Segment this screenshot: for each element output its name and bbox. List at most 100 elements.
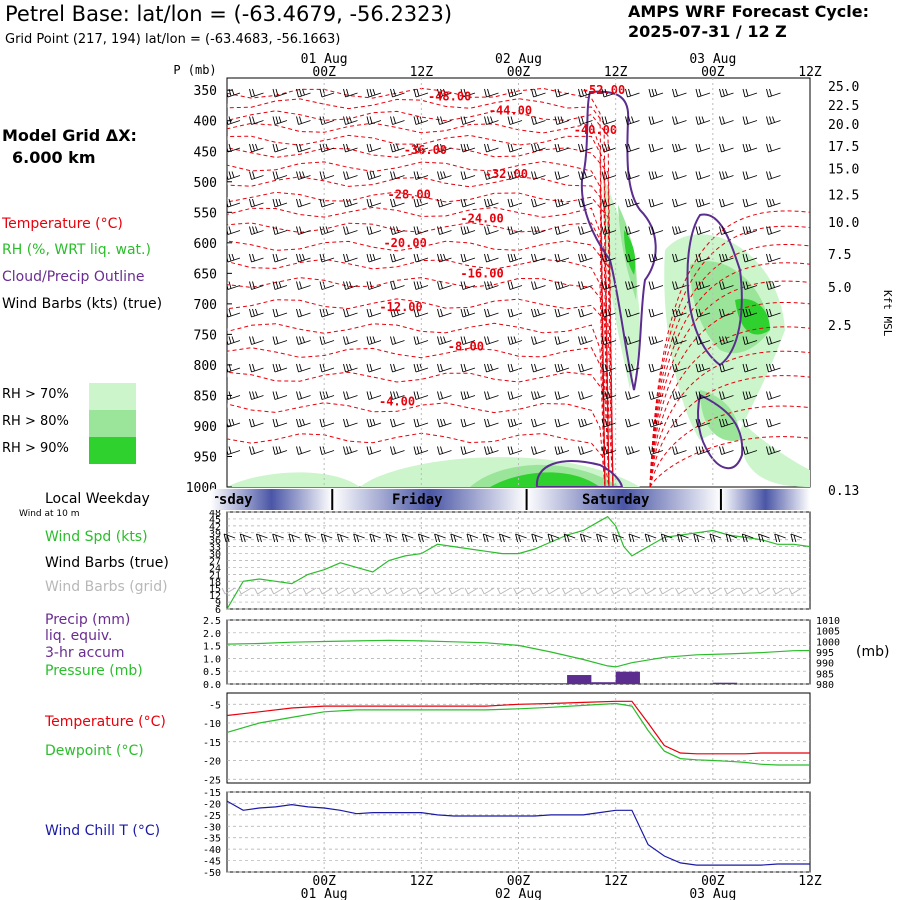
- wind-barb-icon: [390, 418, 405, 428]
- wind-barb-grid-icon: [383, 587, 398, 595]
- wind-barb-icon: [385, 533, 398, 543]
- wind-barb-icon: [554, 363, 570, 373]
- wind-barb-icon: [249, 418, 264, 428]
- wind-barb-icon: [484, 363, 499, 373]
- wind-barb-icon: [695, 171, 711, 180]
- wind-barb-icon: [554, 143, 570, 153]
- pressure-tick-label: 1000: [816, 637, 840, 648]
- wind-barb-icon: [249, 116, 264, 125]
- wind-barb-icon: [249, 281, 264, 290]
- pressure-tick-label: 650: [194, 267, 217, 282]
- wind-barb-icon: [343, 391, 358, 400]
- bottom-date-label: 03 Aug: [689, 887, 736, 900]
- wind-barb-grid-icon: [270, 587, 284, 595]
- panel-ytick-label: -25: [203, 811, 221, 822]
- wind-barb-icon: [625, 336, 640, 345]
- panel-ytick-label: 18: [209, 577, 221, 588]
- top-date-label: 01 Aug: [301, 52, 348, 67]
- weekday-segment: [332, 489, 527, 510]
- wind-barb-icon: [507, 308, 523, 318]
- wind-barb-icon: [515, 533, 527, 543]
- wind-barb-icon: [766, 143, 781, 153]
- wind-barb-icon: [742, 391, 758, 400]
- wind-barb-icon: [648, 171, 664, 180]
- precip-bar: [542, 683, 568, 684]
- wind-barb-icon: [390, 446, 405, 455]
- wind-barb-icon: [507, 226, 523, 235]
- wind-barb-icon: [672, 391, 687, 400]
- rh-shading: [735, 298, 770, 335]
- wind-barb-icon: [296, 226, 311, 235]
- wind-barb-icon: [766, 308, 781, 318]
- pressure-unit: (mb): [856, 644, 890, 660]
- dewpoint-panel-label: Dewpoint (°C): [45, 743, 144, 759]
- isotherm-line: [227, 206, 606, 487]
- weekday-name: Saturday: [582, 492, 650, 508]
- isotherm-label: -24.00: [460, 211, 503, 225]
- isotherm-line: [649, 210, 810, 487]
- wind-barb-icon: [625, 253, 640, 263]
- wind-barb-icon: [296, 88, 311, 98]
- wind-barb-icon: [578, 418, 593, 428]
- isotherm-line: [227, 122, 606, 487]
- wind-barb-icon: [695, 446, 711, 455]
- wind-barb-icon: [296, 171, 311, 180]
- panel-ytick-label: -35: [203, 834, 221, 845]
- wind-barbs-grid-label: Wind Barbs (grid): [45, 579, 168, 595]
- wind-chill-line: [226, 800, 810, 866]
- wind-barb-icon: [366, 336, 382, 345]
- wind-barb-grid-icon: [432, 587, 446, 595]
- wind-barb-icon: [484, 446, 499, 455]
- wind-barb-icon: [507, 281, 523, 290]
- precip-bar: [615, 671, 640, 684]
- wind-barb-icon: [434, 533, 446, 543]
- legend-rh90-swatch: [89, 437, 136, 464]
- panel-ytick-label: 15: [209, 584, 221, 595]
- wind-barb-icon: [320, 533, 333, 543]
- legend-temperature: Temperature (°C): [2, 216, 123, 232]
- wind-barb-icon: [296, 363, 311, 373]
- panel-ytick-label: 9: [215, 598, 221, 609]
- isotherm-line: [649, 280, 810, 487]
- wind-barb-icon: [790, 533, 803, 543]
- wind-barb-icon: [390, 88, 405, 98]
- height-tick-label: 22.5: [828, 99, 859, 114]
- wind-barb-icon: [672, 418, 687, 428]
- wind-barb-icon: [648, 253, 664, 263]
- wind-barb-icon: [554, 116, 570, 125]
- wind-barb-icon: [460, 198, 476, 208]
- wind-barb-grid-icon: [448, 587, 463, 595]
- panel-frame: [226, 511, 811, 610]
- wind-barb-icon: [742, 446, 758, 455]
- wind-barb-icon: [531, 253, 546, 263]
- wind-barb-icon: [484, 116, 499, 125]
- wind-barb-icon: [578, 88, 593, 98]
- wind-barb-icon: [437, 308, 452, 318]
- isotherm-line: [649, 302, 810, 487]
- wind-barb-icon: [256, 533, 268, 543]
- wind-barb-grid-icon: [221, 587, 236, 595]
- wind-barb-icon: [437, 171, 452, 180]
- wind-barb-grid-icon: [497, 587, 511, 595]
- wind-barb-icon: [288, 533, 301, 543]
- wind-barb-icon: [741, 533, 754, 543]
- wind-barb-icon: [601, 391, 617, 400]
- wind-barb-grid-icon: [594, 587, 608, 595]
- wind-barb-icon: [672, 308, 687, 318]
- panel-ytick-label: 48: [209, 508, 221, 519]
- wind-barb-icon: [417, 533, 430, 543]
- wind-barb-icon: [343, 226, 358, 235]
- wind-barb-icon: [507, 198, 523, 208]
- panel-ytick-label: 24: [209, 563, 221, 574]
- wind-barb-grid-icon: [658, 587, 673, 595]
- wind-barb-icon: [625, 446, 640, 455]
- wind-barb-icon: [625, 308, 640, 318]
- wind-barb-icon: [498, 533, 511, 543]
- wind-barb-icon: [366, 391, 382, 400]
- wind-barb-icon: [460, 88, 476, 98]
- panel-ytick-label: -50: [203, 868, 221, 879]
- height-tick-label: 15.0: [828, 162, 859, 177]
- wind-barb-icon: [366, 418, 382, 428]
- wind-chill-panel: -50-45-40-35-30-25-20-15: [203, 788, 811, 879]
- wind-barb-icon: [596, 533, 608, 543]
